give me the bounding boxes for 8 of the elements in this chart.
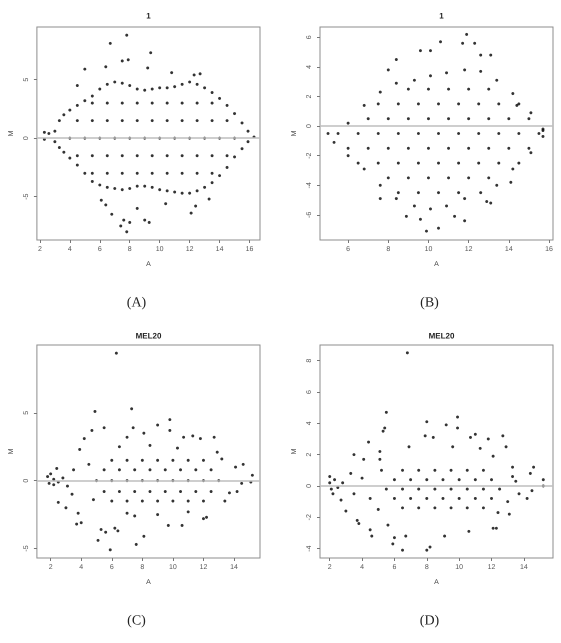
text: (C)	[127, 614, 146, 628]
text: (B)	[420, 296, 440, 310]
chart-title: MEL20	[428, 332, 455, 340]
chart-title: 1	[146, 12, 152, 20]
chart-title: MEL20	[136, 332, 162, 340]
text: (D)	[420, 614, 440, 628]
chart-title: 1	[439, 12, 444, 20]
text: (A)	[126, 296, 147, 310]
